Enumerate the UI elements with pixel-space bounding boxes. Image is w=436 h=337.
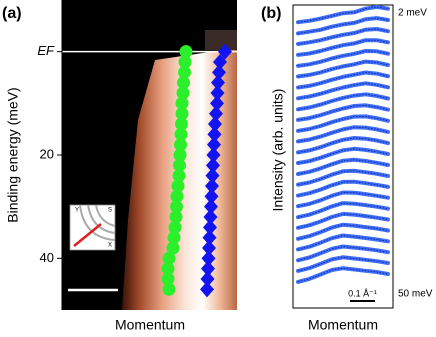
data-point [202, 240, 216, 256]
spectrum-core [297, 72, 389, 88]
data-point [172, 169, 186, 183]
data-point [166, 241, 180, 255]
y-tick-label: 40 [40, 250, 54, 265]
data-point [218, 43, 232, 60]
data-point [207, 126, 222, 143]
data-point [206, 147, 221, 163]
spectrum-core [297, 170, 389, 185]
data-point [162, 282, 176, 296]
data-point [201, 250, 216, 267]
data-point [200, 281, 214, 298]
inset-label: S [108, 208, 112, 214]
data-point [175, 96, 189, 110]
y-tick-label: EF [37, 43, 55, 58]
data-point [205, 167, 220, 184]
panel-b-frame [292, 4, 394, 309]
data-point [204, 188, 219, 205]
x-axis-label: Momentum [115, 317, 185, 333]
spectrum-core [297, 39, 389, 56]
spectrum-core [297, 159, 389, 175]
data-point [161, 262, 175, 276]
data-point [170, 189, 184, 203]
spectrum-core [297, 50, 389, 67]
data-point [213, 54, 227, 70]
spectrum-core [297, 82, 389, 99]
spectrum-core [297, 267, 389, 283]
spectrum-core [297, 6, 389, 23]
inset: Y S X [69, 204, 116, 251]
data-point [174, 138, 187, 152]
inset-label: Y [75, 208, 79, 214]
data-point [203, 209, 218, 225]
data-point [209, 105, 223, 122]
data-point [202, 229, 217, 246]
data-point [207, 136, 221, 153]
data-point [210, 95, 224, 112]
data-point [206, 157, 220, 174]
data-point [170, 200, 183, 214]
spectrum [296, 266, 390, 284]
data-point [173, 158, 186, 172]
y-axis-label: Intensity (arb. units) [270, 89, 286, 212]
spectrum-core [297, 115, 389, 132]
data-point [167, 231, 181, 245]
data-point [203, 219, 217, 236]
spectrum-core [297, 224, 389, 240]
data-point [177, 76, 190, 90]
data-point [162, 251, 176, 265]
data-point [174, 127, 188, 141]
data-point [204, 198, 218, 215]
spectrum-core [297, 28, 389, 45]
scale-bar-label: 0.1 Å⁻¹ [75, 272, 110, 285]
data-point [205, 178, 219, 194]
bottom-label: 50 meV [398, 289, 433, 300]
spectrum-core [297, 202, 389, 218]
panel-label: (a) [2, 5, 22, 22]
data-point [175, 107, 189, 121]
data-point [161, 272, 175, 286]
data-point [169, 210, 183, 224]
spectrum-core [297, 104, 389, 121]
spectrum-core [297, 93, 389, 110]
inset-label: X [108, 243, 112, 249]
data-point [208, 116, 222, 132]
spectrum-core [297, 192, 389, 207]
spectrum-core [297, 17, 389, 34]
data-point [168, 220, 182, 234]
data-point [176, 86, 190, 100]
data-point [178, 65, 191, 79]
spectrum-core [297, 246, 389, 261]
spectrum-core [297, 61, 389, 77]
data-point [211, 74, 225, 91]
spectrum-core [297, 126, 389, 142]
data-point [200, 271, 215, 287]
spectrum-core [297, 148, 389, 164]
scale-bar-label: 0.1 Å⁻¹ [348, 288, 377, 298]
data-point [171, 179, 185, 193]
y-axis-label: Binding energy (meV) [5, 87, 21, 222]
data-point [212, 64, 226, 81]
data-point [178, 55, 192, 69]
top-label: 2 meV [398, 8, 427, 19]
data-point [175, 117, 188, 131]
spectrum-core [297, 235, 389, 250]
spectrum-core [297, 137, 389, 153]
data-point [173, 148, 187, 162]
spectrum-core [297, 181, 389, 196]
x-axis-label: Momentum [308, 317, 378, 333]
data-point [179, 45, 193, 59]
y-tick-label: 20 [40, 146, 54, 161]
panel-label: (b) [261, 5, 281, 22]
spectrum-core [297, 256, 389, 272]
spectrum-core [297, 213, 389, 229]
data-point [210, 85, 225, 101]
data-point [201, 260, 215, 277]
